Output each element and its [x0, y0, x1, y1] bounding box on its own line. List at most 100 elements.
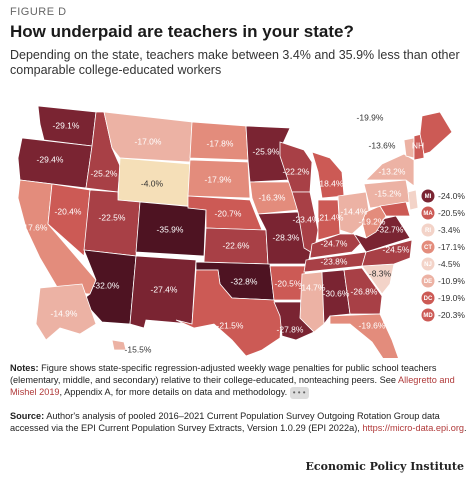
state-ME[interactable]: [419, 111, 453, 155]
chart-subtitle: Depending on the state, teachers make be…: [10, 48, 460, 77]
state-label-PA: -15.2%: [375, 188, 402, 198]
legend-badge-CT: [421, 240, 435, 254]
state-label-SC: -8.3%: [369, 268, 392, 278]
state-label-TN: -23.8%: [321, 256, 348, 266]
notes-label: Notes:: [10, 363, 39, 373]
state-label-IN: -21.4%: [317, 212, 344, 222]
state-labels: -29.1% -29.4% -17.6% -20.4% -25.2% -17.0% -4.0…: [21, 112, 425, 354]
state-label-AR: -20.5%: [275, 278, 302, 288]
source-end: .: [464, 423, 467, 433]
state-label-AK: -14.9%: [51, 308, 78, 318]
state-label-CO: -35.9%: [157, 224, 184, 234]
state-label-GA: -26.8%: [351, 286, 378, 296]
state-NM[interactable]: [129, 255, 197, 329]
legend-abbr-MD: MD: [423, 313, 433, 319]
legend-abbr-MI: MI: [425, 194, 432, 200]
state-label-SD: -17.9%: [205, 174, 232, 184]
epi-credit: Economic Policy Institute: [305, 460, 464, 473]
legend-abbr-RI: RI: [425, 228, 431, 234]
state-label-OK: -32.8%: [231, 276, 258, 286]
state-label-IL: -23.4%: [293, 214, 320, 224]
state-label-MT: -17.0%: [135, 136, 162, 146]
figure-label: FIGURE D: [10, 6, 67, 18]
state-label-KS: -22.6%: [223, 240, 250, 250]
state-label-MN: -25.9%: [253, 146, 280, 156]
state-GA[interactable]: [343, 267, 383, 315]
legend-badge-DE: [421, 274, 435, 288]
state-label-NC: -24.5%: [383, 244, 410, 254]
us-map-svg: -29.1% -29.4% -17.6% -20.4% -25.2% -17.0% -4.0…: [17, 105, 465, 358]
source-link[interactable]: https://micro-data.epi.org: [362, 423, 464, 433]
state-label-WI: -22.2%: [283, 166, 310, 176]
legend-value-NJ: -4.5%: [438, 259, 461, 269]
state-MT[interactable]: [103, 111, 193, 163]
state-NC[interactable]: [361, 239, 413, 267]
state-MI[interactable]: [311, 151, 345, 199]
legend-abbr-NJ: NJ: [424, 262, 432, 268]
state-label-LA: -27.8%: [277, 324, 304, 334]
state-label-WY: -4.0%: [141, 178, 164, 188]
chart-title: How underpaid are teachers in your state…: [10, 22, 354, 41]
state-TX[interactable]: [175, 269, 283, 357]
legend-badge-NJ: [421, 257, 435, 271]
legend-badge-DC: [421, 291, 435, 305]
notes-text-1: Figure shows state-specific regression-a…: [10, 363, 437, 385]
state-label-MO: -28.3%: [273, 232, 300, 242]
source-label: Source:: [10, 411, 45, 421]
state-FL[interactable]: [329, 313, 402, 358]
legend-value-DE: -10.9%: [438, 276, 465, 286]
state-label-HI: -15.5%: [125, 344, 152, 354]
state-MD[interactable]: [379, 201, 411, 217]
legend-abbr-CT: CT: [424, 245, 432, 251]
legend-value-MI: -24.0%: [438, 191, 465, 201]
legend-badge-MD: [421, 308, 435, 322]
more-button[interactable]: • • •: [289, 387, 309, 399]
state-label-VT: -13.6%: [369, 140, 396, 150]
source: Source: Author's analysis of pooled 2016…: [10, 410, 470, 434]
us-map: -29.1% -29.4% -17.6% -20.4% -25.2% -17.0% -4.0…: [0, 88, 474, 358]
state-SD[interactable]: [187, 159, 251, 199]
legend-badge-RI: [421, 223, 435, 237]
state-label-UT: -22.5%: [99, 212, 126, 222]
legend-abbr-DE: DE: [424, 279, 432, 285]
source-text: Author's analysis of pooled 2016–2021 Cu…: [10, 411, 440, 433]
state-label-NY: -13.2%: [379, 166, 406, 176]
legend-badge-MA: [421, 206, 435, 220]
legend-badge-MI: [421, 189, 435, 203]
state-label-WV: -19.2%: [359, 216, 386, 226]
state-label-IA: -16.3%: [259, 192, 286, 202]
state-label-ND: -17.8%: [207, 138, 234, 148]
state-HI[interactable]: [111, 339, 127, 351]
legend-abbr-DC: DC: [424, 296, 433, 302]
state-label-NM: -27.4%: [151, 284, 178, 294]
state-label-NV: -20.4%: [55, 206, 82, 216]
state-NV[interactable]: [47, 183, 91, 257]
state-label-AZ: -32.0%: [93, 280, 120, 290]
legend-value-DC: -19.0%: [438, 293, 465, 303]
state-AL[interactable]: [321, 269, 351, 326]
state-label-AL: -30.6%: [323, 288, 350, 298]
notes-link[interactable]: Allegretto and Mishel 2019: [10, 375, 455, 397]
legend-value-MA: -20.5%: [438, 208, 465, 218]
small-state-legend: MI -24.0% MA -20.5% RI -3.4% CT -17.1% NJ -4.5% DE…: [421, 189, 465, 322]
state-label-TX: -21.5%: [217, 320, 244, 330]
legend-value-CT: -17.1%: [438, 242, 465, 252]
state-MS[interactable]: [299, 271, 325, 333]
state-shapes: [17, 105, 453, 358]
state-label-NE: -20.7%: [215, 208, 242, 218]
state-label-VA: -32.7%: [377, 224, 404, 234]
state-IA[interactable]: [249, 181, 299, 215]
state-label-MI: -18.4%: [317, 178, 344, 188]
legend-value-MD: -20.3%: [438, 310, 465, 320]
notes-text-2: , Appendix A, for more details on data a…: [59, 387, 288, 397]
state-label-ME: -19.9%: [357, 112, 384, 122]
legend-value-RI: -3.4%: [438, 225, 461, 235]
state-NJ[interactable]: [407, 189, 419, 211]
state-AK[interactable]: [35, 283, 97, 341]
state-label-OR: -29.4%: [37, 154, 64, 164]
state-label-FL: -19.6%: [359, 320, 386, 330]
state-label-ID: -25.2%: [91, 168, 118, 178]
state-label-KY: -24.7%: [321, 238, 348, 248]
state-label-CA: -17.6%: [21, 222, 48, 232]
state-label-OH: -14.4%: [341, 206, 368, 216]
